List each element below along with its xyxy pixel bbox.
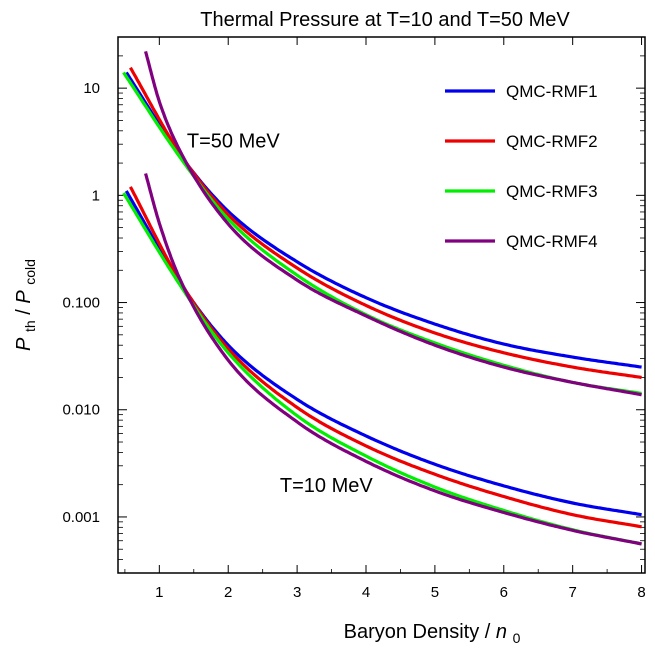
- y-tick-label: 10: [83, 80, 100, 97]
- x-tick-label: 7: [568, 584, 576, 601]
- y-axis-label-sub1: th: [22, 320, 38, 332]
- legend-label-qmc-rmf4: QMC-RMF4: [506, 232, 598, 251]
- x-axis-label-var: n: [496, 621, 507, 643]
- y-tick-label: 0.010: [62, 402, 100, 419]
- y-tick-label: 0.001: [62, 509, 100, 526]
- legend-label-qmc-rmf1: QMC-RMF1: [506, 82, 598, 101]
- legend-label-qmc-rmf2: QMC-RMF2: [506, 132, 598, 151]
- x-axis-ticks: 1 2 3 4 5 6 7 8: [124, 37, 646, 601]
- y-axis-ticks: 10 1 0.100 0.010 0.001: [62, 36, 645, 574]
- x-axis-label-main: Baryon Density /: [344, 621, 491, 643]
- y-axis-label-sub2: cold: [22, 259, 38, 285]
- series-layer: [122, 51, 642, 546]
- series-line-qmc-rmf4-t50: [144, 51, 642, 397]
- x-tick-label: 5: [431, 584, 439, 601]
- series-line-qmc-rmf2-t50: [129, 66, 642, 380]
- annotation-t50: T=50 MeV: [187, 130, 280, 152]
- y-axis-label: P th / P cold: [13, 259, 40, 351]
- chart-title: Thermal Pressure at T=10 and T=50 MeV: [200, 9, 570, 31]
- plot-border: [117, 36, 646, 574]
- x-axis-label-sub: 0: [513, 630, 521, 646]
- y-axis-label-slash: /: [13, 309, 35, 315]
- annotations: T=50 MeV T=10 MeV: [187, 130, 373, 497]
- x-axis-label: Baryon Density / n 0: [344, 621, 521, 646]
- series-line-qmc-rmf4-t10: [144, 173, 642, 546]
- x-tick-label: 3: [293, 584, 301, 601]
- y-tick-label: 1: [92, 187, 100, 204]
- y-axis-label-var1: P: [13, 337, 35, 351]
- x-tick-label: 6: [500, 584, 508, 601]
- y-tick-label: 0.100: [62, 295, 100, 312]
- x-tick-label: 8: [637, 584, 645, 601]
- legend: QMC-RMF1 QMC-RMF2 QMC-RMF3 QMC-RMF4: [445, 82, 598, 251]
- x-tick-label: 1: [155, 584, 163, 601]
- plot-frame: [117, 36, 646, 574]
- annotation-t10: T=10 MeV: [280, 475, 373, 497]
- y-axis-label-var2: P: [13, 290, 35, 304]
- x-tick-label: 4: [362, 584, 370, 601]
- x-tick-label: 2: [224, 584, 232, 601]
- legend-label-qmc-rmf3: QMC-RMF3: [506, 182, 598, 201]
